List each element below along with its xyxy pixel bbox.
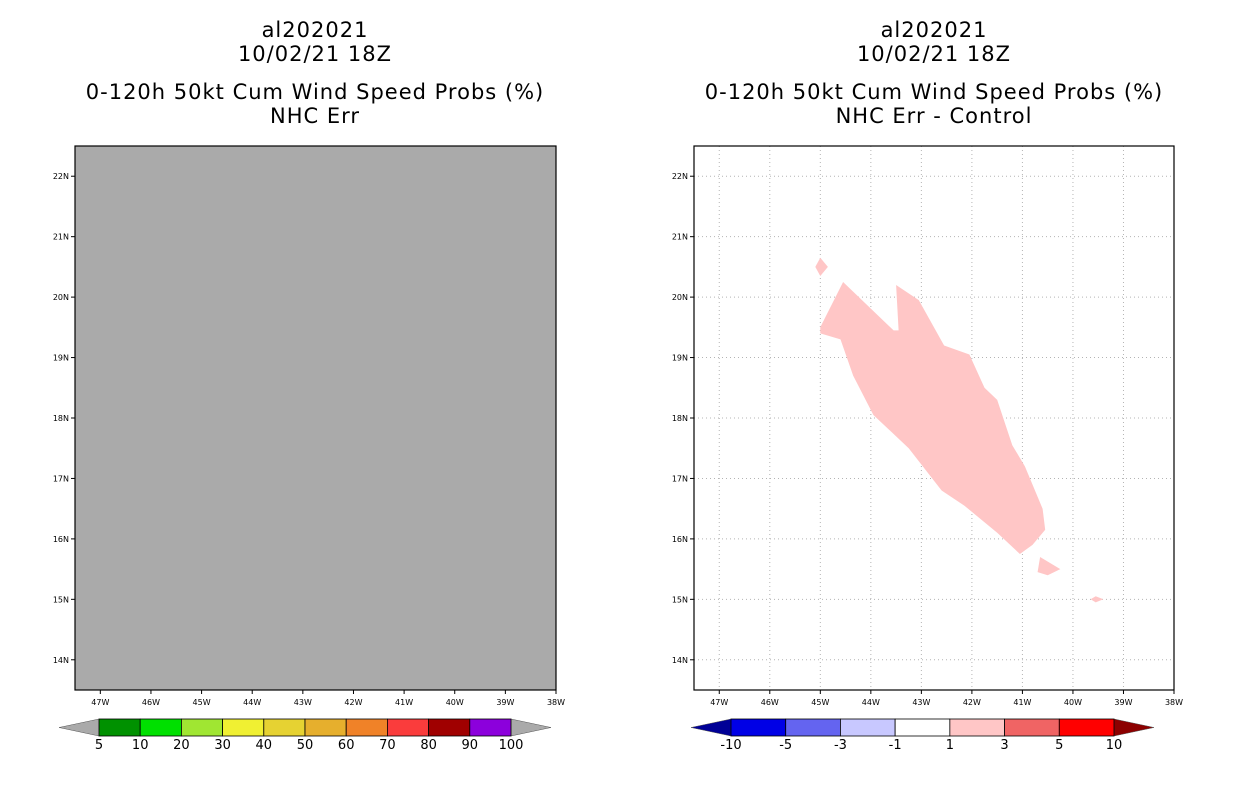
left-colorbar-swatch [386,718,429,737]
right-colorbar-label: 10 [1106,738,1123,753]
left-colorbar-swatch [222,718,265,737]
right-colorbar-swatch [840,718,896,737]
right-x-tick-label: 40W [1064,698,1082,707]
right-colorbar-swatch [1058,718,1115,737]
left-colorbar-swatch [139,718,182,737]
right-colorbar-label: 3 [1000,738,1008,753]
left-colorbar-swatch [304,718,347,737]
right-colorbar-label: 1 [946,738,954,753]
left-colorbar-label: 80 [420,738,437,753]
left-x-tick-label: 39W [496,698,514,707]
left-plot-title: al202021 10/02/21 18Z 0-120h 50kt Cum Wi… [75,18,555,128]
right-title-product: 0-120h 50kt Cum Wind Speed Probs (%) [704,80,1164,104]
left-x-tick-label: 38W [547,698,565,707]
right-colorbar-swatch [949,718,1005,737]
left-colorbar-swatch [98,718,141,737]
left-colorbar: 5 10 20 30 40 50 60 70 80 90 100 [58,718,552,753]
left-colorbar-label: 40 [256,738,273,753]
right-x-tick-label: 44W [862,698,880,707]
right-colorbar-over-triangle [1113,718,1155,737]
left-y-tick-label: 14N [53,656,69,665]
right-colorbar: -10 -5 -3 -1 1 3 5 10 [690,718,1155,753]
left-colorbar-label: 20 [173,738,190,753]
left-colorbar-swatch [469,718,512,737]
right-plot: 47W 46W 45W 44W 43W 42W 41W 40W 39W 38W 22N 21N 20N 1… [672,145,1183,753]
left-colorbar-label: 5 [95,738,103,753]
right-colorbar-label: -3 [834,738,847,753]
left-x-tick-label: 42W [344,698,362,707]
left-colorbar-label: 30 [214,738,231,753]
left-colorbar-label: 100 [499,738,524,753]
left-x-tick-label: 43W [294,698,312,707]
right-x-tick-label: 39W [1114,698,1132,707]
right-colorbar-label: -1 [889,738,902,753]
right-region-main-band [820,282,1046,554]
left-y-tick-label: 18N [53,414,69,423]
left-title-storm-id: al202021 [261,18,369,42]
right-y-tick-label: 17N [672,474,688,483]
left-colorbar-label: 60 [338,738,355,753]
left-y-tick-label: 22N [53,172,69,181]
right-y-tick-label: 19N [672,354,688,363]
left-colorbar-swatch [263,718,306,737]
left-colorbar-label: 10 [132,738,149,753]
left-y-tick-label: 21N [53,233,69,242]
right-x-tick-label: 38W [1165,698,1183,707]
left-plot-background [75,146,556,690]
right-y-tick-label: 22N [672,172,688,181]
left-x-tick-label: 40W [446,698,464,707]
right-y-tick-label: 15N [672,595,688,604]
right-y-tick-label: 21N [672,233,688,242]
right-title-storm-id: al202021 [880,18,988,42]
left-y-tick-label: 17N [53,474,69,483]
right-colorbar-under-triangle [690,718,732,737]
left-title-subtitle: NHC Err [269,104,360,128]
left-y-tick-label: 20N [53,293,69,302]
left-y-tick-label: 16N [53,535,69,544]
right-x-tick-label: 41W [1013,698,1031,707]
left-plot: 47W 46W 45W 44W 43W 42W 41W 40W 39W 38W 22N 21N 20N 1… [53,145,565,753]
right-colorbar-swatch [1004,718,1060,737]
right-x-tick-label: 46W [761,698,779,707]
left-x-tick-label: 44W [243,698,261,707]
right-x-tick-label: 42W [963,698,981,707]
right-x-tick-label: 45W [811,698,829,707]
left-colorbar-swatch [345,718,388,737]
left-x-tick-label: 47W [91,698,109,707]
left-x-tick-label: 41W [395,698,413,707]
right-title-datetime: 10/02/21 18Z [856,42,1012,66]
right-colorbar-label: 5 [1055,738,1063,753]
left-colorbar-over-triangle [510,718,552,737]
left-colorbar-under-triangle [58,718,100,737]
right-x-tick-label: 43W [912,698,930,707]
right-colorbar-label: -5 [779,738,792,753]
right-y-tick-label: 16N [672,535,688,544]
right-region-blob-north [815,257,828,276]
left-x-tick-label: 46W [142,698,160,707]
left-x-tick-label: 45W [193,698,211,707]
left-y-tick-label: 19N [53,354,69,363]
left-colorbar-swatch [180,718,223,737]
left-colorbar-swatch [428,718,471,737]
right-y-tick-label: 18N [672,414,688,423]
left-title-datetime: 10/02/21 18Z [237,42,393,66]
right-y-tick-label: 14N [672,656,688,665]
left-title-product: 0-120h 50kt Cum Wind Speed Probs (%) [85,80,545,104]
right-region-blob-south [1037,557,1061,576]
left-y-tick-label: 15N [53,595,69,604]
left-colorbar-label: 90 [462,738,479,753]
right-x-tick-label: 47W [710,698,728,707]
right-region-blob-east [1090,596,1104,603]
right-colorbar-label: -10 [720,738,741,753]
right-y-tick-label: 20N [672,293,688,302]
left-colorbar-label: 50 [297,738,314,753]
right-title-subtitle: NHC Err - Control [835,104,1033,128]
right-colorbar-swatch [894,718,951,737]
right-plot-title: al202021 10/02/21 18Z 0-120h 50kt Cum Wi… [694,18,1174,128]
right-colorbar-swatch [730,718,787,737]
right-colorbar-swatch [785,718,841,737]
left-colorbar-label: 70 [379,738,396,753]
